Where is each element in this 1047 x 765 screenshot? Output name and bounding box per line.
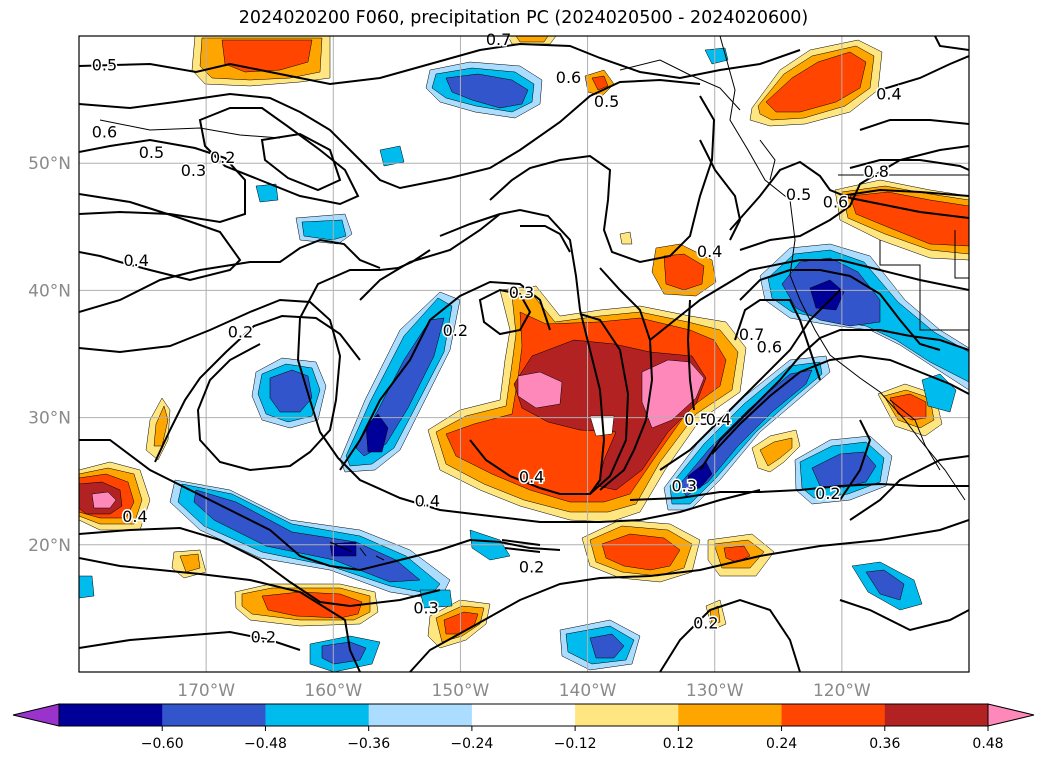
contour-label: 0.6 <box>92 123 117 142</box>
contour-label: 0.3 <box>413 598 438 617</box>
contour-label: 0.5 <box>92 55 117 74</box>
lat-tick-label: 20°N <box>28 536 71 556</box>
contour-label: 0.3 <box>671 476 696 495</box>
latitude-tick-labels: 20°N 30°N 40°N 50°N <box>28 154 71 556</box>
contour-label: 0.7 <box>486 30 511 49</box>
contour-label: 0.6 <box>823 193 848 212</box>
contour-label: 0.4 <box>697 242 722 261</box>
contour-label: 0.4 <box>876 85 901 104</box>
contour-label: 0.2 <box>251 628 276 647</box>
contour-label: 0.5 <box>786 185 811 204</box>
fill-shape <box>269 369 313 413</box>
fill-shape <box>365 413 389 453</box>
colorbar-tick-label: 0.36 <box>869 736 900 752</box>
colorbar-tick-label: −0.36 <box>347 736 390 752</box>
colorbar-tick-label: 0.12 <box>663 736 694 752</box>
fill-shape <box>809 279 845 311</box>
fill-shape <box>849 191 969 247</box>
contour-label: 0.7 <box>739 325 764 344</box>
contour-label: 0.4 <box>415 492 440 511</box>
fill-shape <box>591 75 609 91</box>
contour-label: 0.5 <box>139 143 164 162</box>
lat-tick-label: 50°N <box>28 154 71 174</box>
colorbar-segment <box>471 704 576 726</box>
contour-label: 0.5 <box>684 410 709 429</box>
fill-shape <box>589 633 625 659</box>
lat-tick-label: 30°N <box>28 409 71 429</box>
fill-shape <box>641 359 705 429</box>
colorbar-tick-label: 0.48 <box>972 736 1003 752</box>
contour-label: 0.2 <box>693 614 718 633</box>
contour-label: 0.4 <box>123 251 148 270</box>
contour-label: 0.4 <box>706 410 731 429</box>
fill-shape <box>153 405 169 447</box>
contour-label: 0.2 <box>519 558 544 577</box>
lat-tick-label: 40°N <box>28 281 71 301</box>
lon-tick-label: 160°W <box>304 681 362 701</box>
fill-shape <box>811 451 877 489</box>
colorbar-segment <box>575 704 679 726</box>
contour-lines <box>79 36 969 672</box>
colorbar-segment <box>368 704 473 726</box>
fill-shape <box>515 36 549 43</box>
map-title: 2024020200 F060, precipitation PC (20240… <box>238 8 809 28</box>
contour-label: 0.5 <box>594 92 619 111</box>
fill-shape <box>193 489 421 583</box>
contour-label: 0.3 <box>181 161 206 180</box>
contour-label: 0.3 <box>509 283 534 302</box>
colorbar-segment <box>884 704 989 726</box>
contour-label: 0.4 <box>519 467 544 486</box>
lon-tick-label: 150°W <box>432 681 490 701</box>
fill-shape <box>619 231 633 245</box>
colorbar-tick-label: −0.60 <box>141 736 184 752</box>
contour-label: 0.2 <box>443 321 468 340</box>
shaded-anomaly-fields <box>79 36 969 672</box>
contour-label: 0.8 <box>863 162 888 181</box>
fill-shape <box>704 47 729 65</box>
colorbar-tick-label: −0.48 <box>244 736 287 752</box>
colorbar-tick-label: 0.24 <box>766 736 797 752</box>
contour-label: 0.2 <box>815 484 840 503</box>
lon-tick-label: 140°W <box>559 681 617 701</box>
contour-label: 0.6 <box>556 68 581 87</box>
colorbar-segment <box>781 704 886 726</box>
contour-label: 0.4 <box>122 507 147 526</box>
fill-shape <box>79 575 95 599</box>
fill-shape <box>517 371 563 409</box>
fill-shape <box>663 253 705 291</box>
fill-shape <box>865 569 905 601</box>
longitude-tick-labels: 170°W 160°W 150°W 140°W 130°W 120°W <box>177 681 871 701</box>
contour-label: 0.6 <box>757 338 782 357</box>
colorbar-segment <box>678 704 783 726</box>
fill-shape <box>445 73 529 109</box>
colorbar-segment <box>265 704 370 726</box>
lon-tick-label: 170°W <box>177 681 235 701</box>
map-frame <box>78 35 970 673</box>
colorbar-segment <box>59 704 163 726</box>
contour-value-labels: 0.50.70.60.5 0.40.60.50.30.20.4 0.40.5 0.60… <box>90 28 903 648</box>
fill-shape <box>301 219 347 241</box>
fill-shape <box>379 145 405 167</box>
colorbar-frame <box>58 703 989 727</box>
lon-tick-label: 130°W <box>686 681 744 701</box>
coastlines <box>99 36 969 561</box>
colorbar-tick-label: −0.12 <box>554 736 597 752</box>
fill-shape <box>221 39 313 73</box>
colorbar-segment <box>162 704 266 726</box>
colorbar-extend-high <box>987 703 1035 727</box>
fill-shape <box>179 553 201 573</box>
fill-shape <box>601 533 681 571</box>
colorbar-extend-low <box>12 703 60 727</box>
fill-shape <box>765 51 867 113</box>
colorbar-tick-label: −0.24 <box>450 736 493 752</box>
colorbar: −0.60 −0.48 −0.36 −0.24 −0.12 0.12 0.24 0.36 0.4… <box>12 703 1035 752</box>
fill-shape <box>91 491 117 509</box>
contour-label: 0.2 <box>210 148 235 167</box>
lon-tick-label: 120°W <box>813 681 871 701</box>
fill-shape <box>759 437 793 467</box>
fill-shape <box>261 591 363 619</box>
contour-label: 0.2 <box>228 322 253 341</box>
